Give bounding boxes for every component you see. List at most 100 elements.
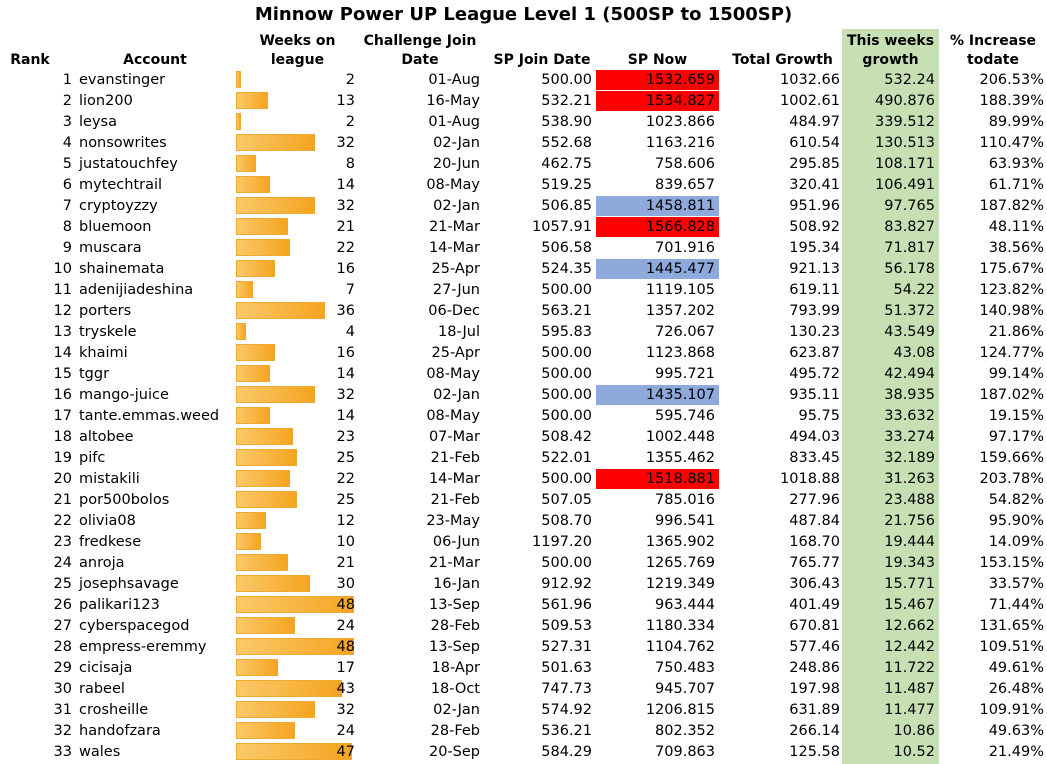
challenge-join-date-cell: 14-Mar	[428, 471, 480, 487]
challenge-join-date-cell: 21-Mar	[428, 219, 480, 235]
this-weeks-growth-cell: 12.662	[884, 618, 935, 634]
weeks-data-bar	[236, 680, 342, 697]
table-row: 27 cyberspacegod 24 28-Feb 509.53 1180.334 670…	[0, 616, 1047, 637]
weeks-on-league-cell: 24	[336, 618, 355, 634]
weeks-data-bar	[236, 554, 288, 571]
table-row: 4 nonsowrites 32 02-Jan 552.68 1163.216 610.54…	[0, 133, 1047, 154]
sp-join-cell: 1197.20	[532, 534, 592, 550]
table-row: 16 mango-juice 32 02-Jan 500.00 1435.107 935.1…	[0, 385, 1047, 406]
rank-cell: 7	[62, 198, 72, 214]
sp-join-cell: 1057.91	[532, 219, 592, 235]
sp-now-cell: 995.721	[655, 366, 715, 382]
this-weeks-growth-cell: 43.08	[893, 345, 935, 361]
weeks-data-bar	[236, 386, 315, 403]
weeks-on-league-cell: 48	[336, 639, 355, 655]
sp-now-cell: 839.657	[655, 177, 715, 193]
sp-join-cell: 500.00	[541, 408, 592, 424]
sp-join-cell: 500.00	[541, 345, 592, 361]
pct-increase-cell: 38.56%	[988, 240, 1044, 256]
pct-increase-cell: 124.77%	[979, 345, 1044, 361]
pct-increase-cell: 175.67%	[979, 261, 1044, 277]
table-row: 22 olivia08 12 23-May 508.70 996.541 487.84 21.…	[0, 511, 1047, 532]
sp-now-cell: 709.863	[655, 744, 715, 760]
pct-increase-cell: 49.61%	[988, 660, 1044, 676]
this-weeks-growth-cell: 11.487	[884, 681, 935, 697]
sp-now-cell: 802.352	[655, 723, 715, 739]
total-growth-cell: 631.89	[789, 702, 840, 718]
weeks-data-bar	[236, 701, 315, 718]
sp-join-cell: 524.35	[541, 261, 592, 277]
pct-increase-cell: 153.15%	[979, 555, 1044, 571]
rank-cell: 23	[53, 534, 72, 550]
this-weeks-growth-column-bg	[842, 29, 939, 764]
challenge-join-date-cell: 25-Apr	[431, 345, 480, 361]
weeks-data-bar	[236, 197, 315, 214]
sp-now-cell: 750.483	[655, 660, 715, 676]
weeks-on-league-cell: 32	[336, 387, 355, 403]
sp-join-cell: 500.00	[541, 282, 592, 298]
sp-join-cell: 506.58	[541, 240, 592, 256]
sp-join-cell: 500.00	[541, 471, 592, 487]
account-cell: adenijiadeshina	[79, 282, 194, 298]
challenge-join-date-cell: 08-May	[426, 408, 480, 424]
this-weeks-growth-cell: 15.771	[884, 576, 935, 592]
account-cell: wales	[79, 744, 121, 760]
pct-increase-cell: 109.51%	[979, 639, 1044, 655]
sp-now-cell: 785.016	[655, 492, 715, 508]
this-weeks-growth-cell: 51.372	[884, 303, 935, 319]
account-cell: shainemata	[79, 261, 165, 277]
rank-cell: 29	[53, 660, 72, 676]
pct-increase-cell: 63.93%	[988, 156, 1044, 172]
challenge-join-date-cell: 02-Jan	[433, 702, 480, 718]
sp-now-cell: 1458.811	[596, 196, 719, 216]
weeks-data-bar	[236, 638, 354, 655]
account-cell: lion200	[79, 93, 133, 109]
pct-increase-cell: 109.91%	[979, 702, 1044, 718]
total-growth-cell: 833.45	[789, 450, 840, 466]
challenge-join-date-cell: 23-May	[426, 513, 480, 529]
weeks-data-bar	[236, 281, 253, 298]
pct-increase-cell: 188.39%	[979, 93, 1044, 109]
this-weeks-growth-cell: 12.442	[884, 639, 935, 655]
table-row: 17 tante.emmas.weed 14 08-May 500.00 595.746 9…	[0, 406, 1047, 427]
this-weeks-growth-cell: 42.494	[884, 366, 935, 382]
total-growth-cell: 484.97	[789, 114, 840, 130]
weeks-on-league-cell: 25	[336, 492, 355, 508]
total-growth-cell: 1018.88	[780, 471, 840, 487]
this-weeks-growth-cell: 490.876	[875, 93, 935, 109]
sp-now-cell: 1355.462	[645, 450, 715, 466]
challenge-join-date-cell: 06-Dec	[428, 303, 480, 319]
sp-join-cell: 509.53	[541, 618, 592, 634]
this-weeks-growth-cell: 32.189	[884, 450, 935, 466]
weeks-data-bar	[236, 491, 297, 508]
table-row: 14 khaimi 16 25-Apr 500.00 1123.868 623.87 43.0…	[0, 343, 1047, 364]
header-sp-now: SP Now	[627, 52, 688, 68]
weeks-on-league-cell: 2	[345, 114, 355, 130]
challenge-join-date-cell: 01-Aug	[428, 72, 480, 88]
table-row: 30 rabeel 43 18-Oct 747.73 945.707 197.98 11.48…	[0, 679, 1047, 700]
weeks-data-bar	[236, 113, 241, 130]
this-weeks-growth-cell: 56.178	[884, 261, 935, 277]
account-cell: bluemoon	[79, 219, 152, 235]
header-week-growth-line1: This weeks	[846, 33, 935, 49]
weeks-on-league-cell: 43	[336, 681, 355, 697]
total-growth-cell: 793.99	[789, 303, 840, 319]
rank-cell: 27	[53, 618, 72, 634]
sp-now-cell: 1104.762	[645, 639, 715, 655]
weeks-data-bar	[236, 449, 297, 466]
this-weeks-growth-cell: 108.171	[875, 156, 935, 172]
table-row: 25 josephsavage 30 16-Jan 912.92 1219.349 306.…	[0, 574, 1047, 595]
sp-join-cell: 912.92	[541, 576, 592, 592]
rank-cell: 10	[53, 261, 72, 277]
weeks-data-bar	[236, 239, 290, 256]
challenge-join-date-cell: 08-May	[426, 366, 480, 382]
sp-now-cell: 1532.659	[596, 70, 719, 90]
pct-increase-cell: 187.82%	[979, 198, 1044, 214]
weeks-on-league-cell: 23	[336, 429, 355, 445]
rank-cell: 25	[53, 576, 72, 592]
sp-join-cell: 574.92	[541, 702, 592, 718]
sp-join-cell: 527.31	[541, 639, 592, 655]
pct-increase-cell: 203.78%	[979, 471, 1044, 487]
account-cell: justatouchfey	[79, 156, 178, 172]
weeks-on-league-cell: 30	[336, 576, 355, 592]
